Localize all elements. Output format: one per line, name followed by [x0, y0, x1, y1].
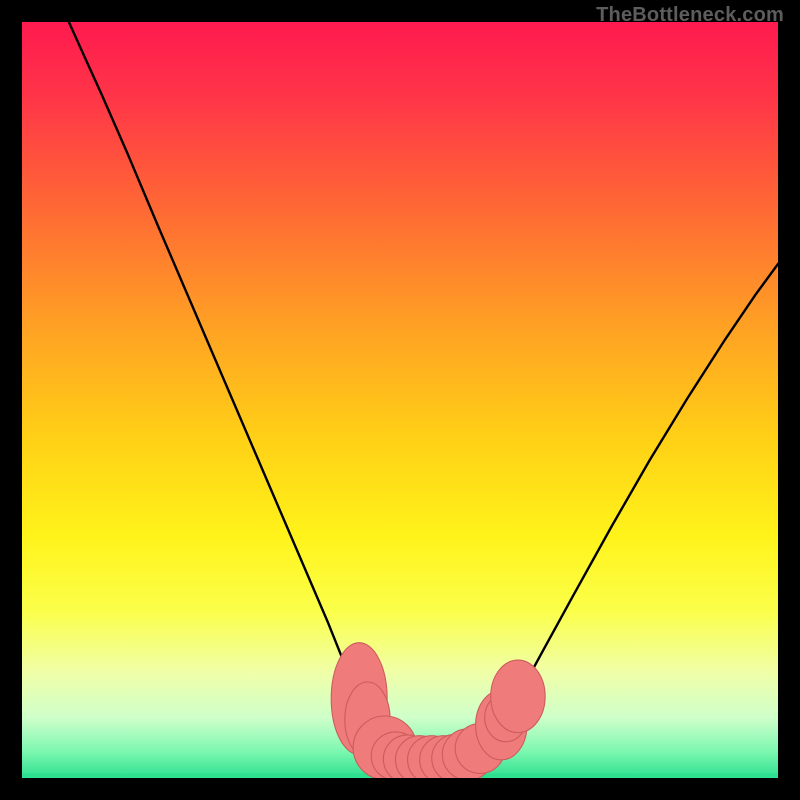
chart-frame: TheBottleneck.com — [0, 0, 800, 800]
bottleneck-curve-chart — [22, 22, 778, 778]
marker-point — [491, 660, 545, 733]
watermark-text: TheBottleneck.com — [596, 4, 784, 27]
